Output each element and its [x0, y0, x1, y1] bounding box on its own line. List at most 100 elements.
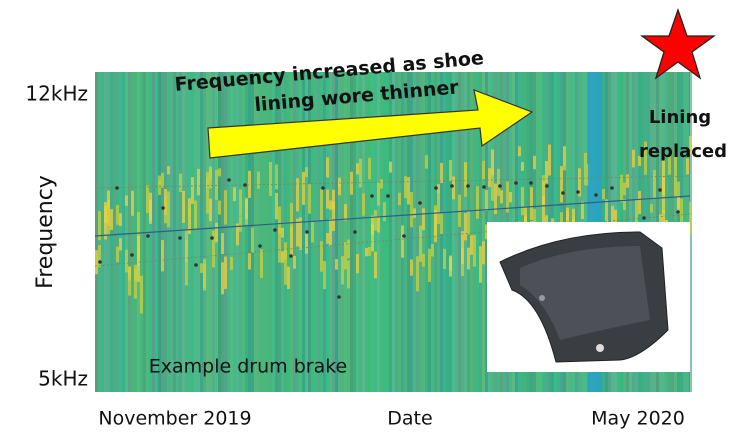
- spectrogram-hot: [443, 249, 446, 269]
- spectrogram-hot: [359, 159, 362, 188]
- rivet: [596, 344, 604, 352]
- spectrogram-column: [182, 72, 185, 392]
- spectrogram-hot: [98, 245, 101, 267]
- spectrogram-hot: [326, 190, 329, 209]
- spectrogram-hot: [404, 176, 407, 198]
- spectrogram-hot: [158, 181, 161, 195]
- spectrogram-column: [242, 72, 245, 392]
- spectrogram-hot: [218, 168, 221, 176]
- spectrogram-column: [203, 72, 206, 392]
- spectrogram-hot: [437, 192, 440, 224]
- spectrogram-column: [95, 72, 98, 392]
- peak-point: [370, 194, 374, 198]
- spectrogram-column: [179, 72, 182, 392]
- peak-point: [402, 234, 406, 238]
- spectrogram-hot: [248, 171, 251, 198]
- spectrogram-hot: [467, 248, 470, 270]
- spectrogram-hot: [335, 259, 338, 270]
- spectrogram-hot: [248, 253, 251, 269]
- spectrogram-hot: [119, 213, 122, 226]
- spectrogram-hot: [131, 191, 134, 216]
- spectrogram-column: [233, 72, 236, 392]
- spectrogram-column: [125, 72, 128, 392]
- spectrogram-hot: [356, 163, 359, 174]
- spectrogram-hot: [584, 153, 587, 186]
- spectrogram-hot: [452, 176, 455, 199]
- spectrogram-hot: [542, 175, 545, 189]
- peak-point: [289, 254, 293, 258]
- spectrogram-hot: [290, 203, 293, 234]
- spectrogram-hot: [104, 202, 107, 223]
- spectrogram-column: [248, 72, 251, 392]
- spectrogram-hot: [206, 172, 209, 188]
- spectrogram-hot: [530, 187, 533, 220]
- peak-point: [514, 181, 518, 185]
- figure: Frequency increased as shoe lining wore …: [0, 0, 732, 435]
- spectrogram-hot: [224, 190, 227, 224]
- spectrogram-column: [266, 72, 269, 392]
- peak-point: [529, 181, 533, 185]
- spectrogram-hot: [473, 235, 476, 267]
- spectrogram-hot: [308, 184, 311, 213]
- spectrogram-column: [206, 72, 209, 392]
- spectrogram-hot: [125, 196, 128, 206]
- spectrogram-hot: [518, 146, 521, 156]
- star: [642, 10, 714, 78]
- spectrogram-column: [200, 72, 203, 392]
- spectrogram-hot: [326, 233, 329, 244]
- spectrogram-hot: [305, 232, 308, 254]
- spectrogram-hot: [182, 191, 185, 223]
- spectrogram-hot: [200, 263, 203, 273]
- spectrogram-hot: [410, 192, 413, 227]
- spectrogram-column: [194, 72, 197, 392]
- spectrogram-hot: [422, 254, 425, 267]
- spectrogram-hot: [347, 239, 350, 258]
- peak-point: [498, 184, 502, 188]
- spectrogram-hot: [128, 267, 131, 281]
- spectrogram-hot: [134, 265, 137, 299]
- spectrogram-hot: [368, 247, 371, 256]
- spectrogram-column: [275, 72, 278, 392]
- spectrogram-column: [128, 72, 131, 392]
- spectrogram-hot: [605, 199, 608, 222]
- x-tick-label: November 2019: [98, 408, 251, 430]
- spectrogram-column: [164, 72, 167, 392]
- spectrogram-column: [239, 72, 242, 392]
- spectrogram-hot: [365, 248, 368, 256]
- spectrogram-hot: [632, 150, 635, 168]
- spectrogram-column: [116, 72, 119, 392]
- spectrogram-column: [218, 72, 221, 392]
- spectrogram-hot: [425, 155, 428, 169]
- spectrogram-hot: [407, 177, 410, 204]
- spectrogram-hot: [428, 249, 431, 282]
- spectrogram-hot: [239, 216, 242, 231]
- spectrogram-hot: [146, 185, 149, 213]
- spectrogram-hot: [464, 163, 467, 197]
- peak-point: [450, 184, 454, 188]
- spectrogram-hot: [281, 251, 284, 262]
- spectrogram-hot: [464, 213, 467, 240]
- spectrogram-hot: [218, 201, 221, 215]
- spectrogram-hot: [560, 166, 563, 202]
- spectrogram-hot: [521, 162, 524, 171]
- spectrogram-hot: [191, 177, 194, 204]
- spectrogram-column: [170, 72, 173, 392]
- spectrogram-hot: [341, 256, 344, 284]
- spectrogram-hot: [413, 208, 416, 217]
- x-tick-label: May 2020: [591, 408, 685, 430]
- spectrogram-column: [257, 72, 260, 392]
- spectrogram-hot: [377, 217, 380, 232]
- spectrogram-hot: [116, 247, 119, 263]
- peak-point: [178, 236, 182, 240]
- spectrogram-hot: [278, 228, 281, 263]
- spectrogram-hot: [350, 172, 353, 195]
- spectrogram-hot: [482, 241, 485, 264]
- spectrogram-hot: [674, 183, 677, 197]
- spectrogram-column: [209, 72, 212, 392]
- spectrogram-column: [254, 72, 257, 392]
- spectrogram-hot: [284, 249, 287, 284]
- spectrogram-column: [314, 72, 317, 392]
- spectrogram-hot: [620, 175, 623, 203]
- spectrogram-column: [122, 72, 125, 392]
- spectrogram-hot: [338, 178, 341, 187]
